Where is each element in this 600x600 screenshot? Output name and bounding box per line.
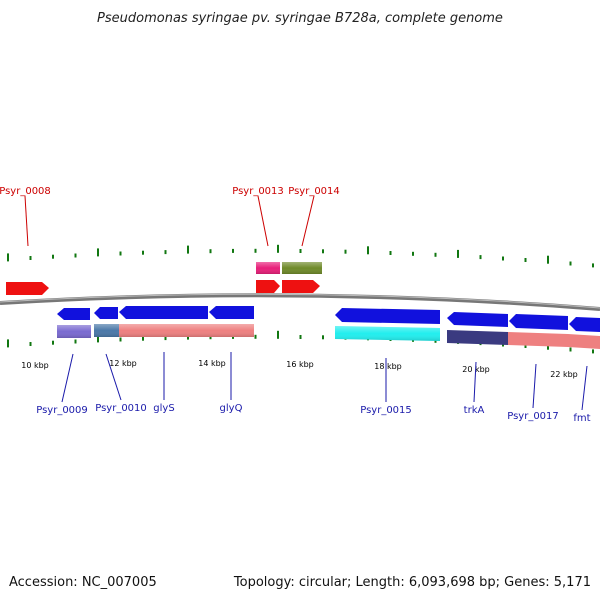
gene-bar-shade xyxy=(335,326,440,341)
gene-bar-shade xyxy=(57,325,91,338)
gene-bar-shade xyxy=(256,262,280,274)
gene-arrow-psyr-0009[interactable] xyxy=(57,308,90,320)
ticks-top xyxy=(7,244,594,268)
leader-line xyxy=(105,353,122,401)
gene-bar-shade xyxy=(282,262,322,274)
leader-line xyxy=(532,363,537,409)
gene-label-psyr-0014[interactable]: Psyr_0014 xyxy=(288,186,340,197)
genome-backbone-highlight xyxy=(0,293,600,309)
gene-bar-shade xyxy=(119,324,209,337)
accession-text: Accession: NC_007005 xyxy=(9,575,157,590)
scale-label: 10 kbp xyxy=(21,361,49,370)
gene-label-psyr-0010[interactable]: Psyr_0010 xyxy=(95,403,147,414)
gene-bar-shade xyxy=(94,324,119,337)
gene-arrow-psyr-0015[interactable] xyxy=(335,308,440,324)
scale-label: 14 kbp xyxy=(198,359,226,368)
gene-label-trka[interactable]: trkA xyxy=(464,405,485,416)
scale-labels: 10 kbp 12 kbp 14 kbp 16 kbp 18 kbp 20 kb… xyxy=(21,359,578,379)
gene-label-psyr-0008[interactable]: Psyr_0008 xyxy=(0,186,51,197)
gene-label-glyq[interactable]: glyQ xyxy=(220,403,243,414)
genome-summary-text: Topology: circular; Length: 6,093,698 bp… xyxy=(233,575,591,590)
scale-label: 18 kbp xyxy=(374,362,402,371)
gene-label-psyr-0009[interactable]: Psyr_0009 xyxy=(36,405,88,416)
gene-arrow-glyq[interactable] xyxy=(209,306,254,319)
gene-arrow-trka[interactable] xyxy=(447,312,508,327)
leader-line xyxy=(581,365,588,411)
top-gene-labels: Psyr_0008 Psyr_0013 Psyr_0014 xyxy=(0,186,340,247)
gene-arrow-psyr-0014[interactable] xyxy=(282,280,320,293)
gene-arrow-glys[interactable] xyxy=(119,306,208,319)
gene-arrow-psyr-0010[interactable] xyxy=(94,307,118,319)
gene-arrow-fmt[interactable] xyxy=(569,317,600,332)
gene-bar-fmt-track[interactable] xyxy=(568,334,600,349)
leader-line xyxy=(61,353,74,403)
gene-bar-trka-track[interactable] xyxy=(447,330,508,345)
gene-label-fmt[interactable]: fmt xyxy=(573,413,590,424)
leader-line xyxy=(24,195,29,247)
gene-arrow-psyr-0013[interactable] xyxy=(256,280,280,293)
gene-label-glys[interactable]: glyS xyxy=(153,403,174,414)
leader-line xyxy=(301,195,315,247)
gene-label-psyr-0017[interactable]: Psyr_0017 xyxy=(507,411,559,422)
gene-bar-psyr-0017-track[interactable] xyxy=(508,332,568,347)
scale-label: 12 kbp xyxy=(109,359,137,368)
gene-label-psyr-0015[interactable]: Psyr_0015 xyxy=(360,405,412,416)
gene-arrow-psyr-0017[interactable] xyxy=(509,314,568,330)
scale-label: 22 kbp xyxy=(550,370,578,379)
leader-line xyxy=(257,195,269,247)
gene-arrow-psyr-0008[interactable] xyxy=(6,282,49,295)
leader-line xyxy=(473,361,477,403)
genome-backbone xyxy=(0,293,600,311)
map-title: Pseudomonas syringae pv. syringae B728a,… xyxy=(97,11,503,26)
scale-label: 16 kbp xyxy=(286,360,314,369)
bottom-gene-labels: Psyr_0009 Psyr_0010 glyS glyQ Psyr_0015 … xyxy=(36,352,591,424)
gene-label-psyr-0013[interactable]: Psyr_0013 xyxy=(232,186,284,197)
ticks-bottom xyxy=(7,330,594,354)
gene-bar-shade xyxy=(209,324,254,337)
